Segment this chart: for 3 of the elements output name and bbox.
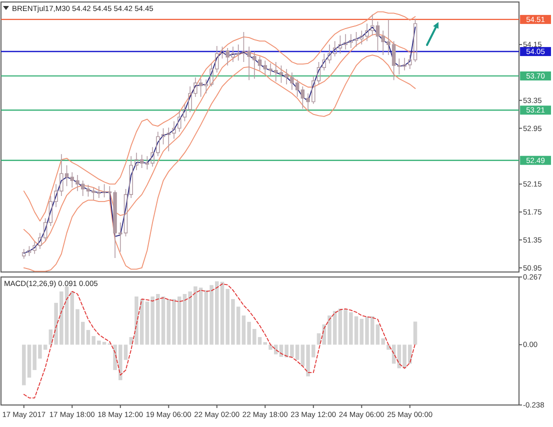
bar [413,322,418,345]
line-series [23,11,416,222]
bar [263,342,268,345]
